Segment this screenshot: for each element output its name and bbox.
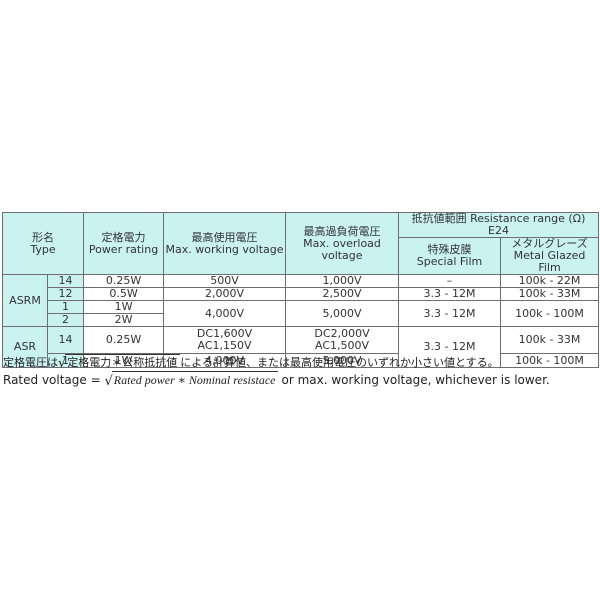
asr-r56-special: 3.3 - 12M	[398, 326, 502, 368]
table-row: ASR 14 0.25W DC1,600V AC1,150V DC2,000V …	[2, 326, 600, 368]
asrm-r2-num: 12	[46, 287, 85, 301]
footnote: 定格電圧は√定格電力＊公称抵抗値 による計算値、または最高使用電圧のいずれか小さい…	[3, 354, 550, 390]
header-power-rating: 定格電力 Power rating	[83, 212, 165, 275]
asrm-r3-power: 1W	[83, 300, 165, 314]
asr-r5-metal: 100k - 33M	[500, 326, 600, 354]
type-label-asrm: ASRM	[2, 274, 48, 327]
asrm-r4-power: 2W	[83, 313, 165, 327]
asrm-r1-overload: 1,000V	[285, 274, 400, 288]
footnote-jp-line: 定格電圧は√定格電力＊公称抵抗値 による計算値、または最高使用電圧のいずれか小さい…	[3, 354, 550, 371]
asrm-r2-metal: 100k - 33M	[500, 287, 600, 301]
asrm-r1-num: 14	[46, 274, 85, 288]
asrm-r1-power: 0.25W	[83, 274, 165, 288]
footnote-en-suffix: or max. working voltage, whichever is lo…	[281, 373, 550, 387]
sqrt-radical-en: √	[104, 374, 113, 389]
footnote-jp-sqrt-arg: 定格電力＊公称抵抗値	[65, 354, 181, 370]
asrm-r34-overload: 5,000V	[285, 300, 400, 327]
asrm-r1-special: –	[398, 274, 502, 288]
table-row: 12 0.5W 2,000V 2,500V 3.3 - 12M 100k - 3…	[3, 287, 600, 301]
resistor-spec-table: 形名 Type 定格電力 Power rating 最高使用電圧 Max. wo…	[1, 212, 600, 368]
asrm-r2-power: 0.5W	[83, 287, 165, 301]
asr-r5-power: 0.25W	[83, 326, 165, 354]
asrm-r34-metal: 100k - 100M	[500, 300, 600, 327]
table-row: 1 1W 4,000V 5,000V 3.3 - 12M 100k - 100M	[3, 300, 600, 327]
asr-r5-num: 14	[46, 326, 85, 354]
asrm-r34-working: 4,000V	[163, 300, 287, 327]
header-type: 形名 Type	[1, 212, 85, 275]
header-max-overload-voltage: 最高過負荷電圧 Max. overload voltage	[285, 212, 400, 275]
asr-r6-metal: 100k - 100M	[500, 353, 600, 368]
asr-r6-working: 4,000V	[163, 353, 287, 368]
footnote-en-sqrt-arg: Rated power ∗ Nominal resistace	[111, 371, 279, 389]
asr-r5-working: DC1,600V AC1,150V	[163, 326, 287, 354]
sqrt-radical-jp: √	[58, 356, 67, 371]
footnote-en-line: Rated voltage = √Rated power ∗ Nominal r…	[3, 371, 550, 390]
header-metal-glazed-film: メタルグレーズ Metal Glazed Film	[500, 237, 600, 275]
header-special-film: 特殊皮膜 Special Film	[398, 237, 502, 275]
asr-r5-overload: DC2,000V AC1,500V	[285, 326, 400, 354]
table-row: ASRM 14 0.25W 500V 1,000V – 100k - 22M	[2, 274, 600, 327]
asrm-r34-special: 3.3 - 12M	[398, 300, 502, 327]
asrm-r3-num: 1	[46, 300, 85, 314]
asrm-r4-num: 2	[46, 313, 85, 327]
asrm-r2-working: 2,000V	[163, 287, 287, 301]
asrm-r2-special: 3.3 - 12M	[398, 287, 502, 301]
asr-r6-num: 1	[46, 353, 85, 368]
header-max-working-voltage: 最高使用電圧 Max. working voltage	[163, 212, 287, 275]
asrm-r1-metal: 100k - 22M	[500, 274, 600, 288]
asrm-r1-working: 500V	[163, 274, 287, 288]
footnote-jp-suffix: による計算値、または最高使用電圧のいずれか小さい値とする。	[180, 356, 499, 369]
asrm-r2-overload: 2,500V	[285, 287, 400, 301]
footnote-en-prefix: Rated voltage =	[3, 373, 101, 387]
table-row: 2 2W	[3, 313, 599, 327]
header-resistance-range-group: 抵抗値範囲 Resistance range (Ω) E24	[398, 212, 600, 238]
asr-r6-overload: 5,000V	[285, 353, 400, 368]
footnote-jp-prefix: 定格電圧は	[3, 356, 58, 369]
type-label-asr: ASR	[2, 326, 48, 368]
